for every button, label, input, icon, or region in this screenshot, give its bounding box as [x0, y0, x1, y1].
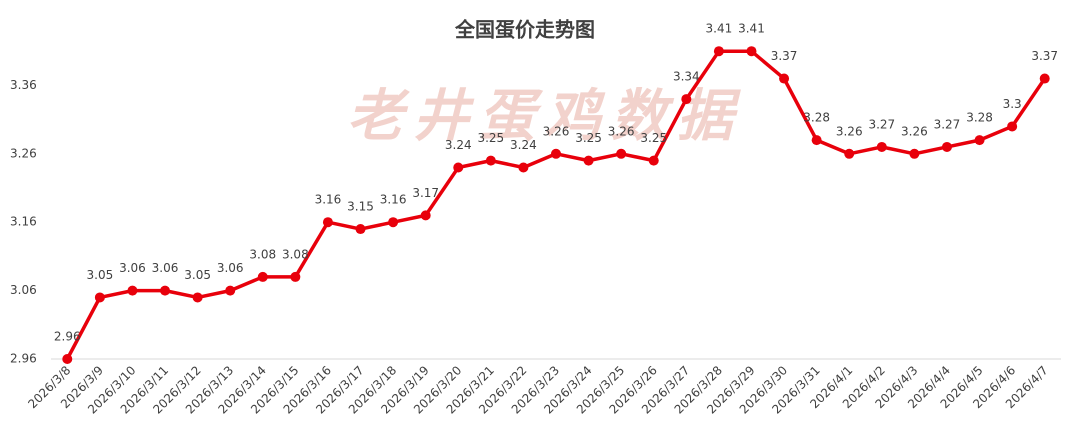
value-label: 3.3 — [1003, 97, 1022, 111]
value-label: 3.05 — [184, 268, 211, 282]
marker — [779, 73, 790, 84]
marker — [746, 46, 757, 57]
value-label: 3.15 — [347, 200, 374, 214]
marker — [388, 217, 399, 228]
marker — [94, 292, 105, 303]
marker — [648, 155, 659, 166]
marker — [257, 271, 268, 282]
marker — [844, 148, 855, 159]
value-label: 3.05 — [87, 268, 114, 282]
value-label: 3.25 — [575, 131, 602, 145]
marker — [681, 94, 692, 105]
value-label: 3.24 — [510, 138, 537, 152]
watermark: 老井蛋鸡数据 — [347, 83, 743, 149]
value-label: 2.96 — [54, 330, 81, 344]
marker — [485, 155, 496, 166]
marker — [909, 148, 920, 159]
marker — [551, 148, 561, 159]
value-label: 3.25 — [640, 131, 667, 145]
value-label: 3.26 — [543, 124, 570, 138]
value-label: 3.28 — [803, 111, 830, 125]
value-label: 3.24 — [445, 138, 472, 152]
marker — [876, 141, 887, 152]
value-label: 3.06 — [119, 261, 146, 275]
value-label: 3.41 — [706, 22, 733, 36]
value-label: 3.26 — [901, 124, 928, 138]
value-label: 3.27 — [934, 117, 961, 131]
value-label: 3.34 — [673, 70, 700, 84]
value-label: 3.17 — [412, 186, 439, 200]
value-label: 3.41 — [738, 22, 765, 36]
value-label: 3.08 — [282, 247, 309, 261]
value-label: 3.26 — [608, 124, 635, 138]
y-tick-label: 3.26 — [10, 146, 37, 160]
value-label: 3.16 — [315, 193, 342, 207]
marker — [974, 135, 985, 146]
value-label: 3.08 — [249, 247, 276, 261]
value-label: 3.26 — [836, 124, 863, 138]
marker — [583, 155, 594, 166]
marker — [160, 285, 171, 296]
marker — [225, 285, 236, 296]
marker — [941, 141, 952, 152]
marker — [1007, 121, 1018, 132]
marker — [290, 271, 301, 282]
marker — [127, 285, 138, 296]
y-tick-label: 3.36 — [10, 78, 37, 92]
value-label: 3.37 — [771, 49, 798, 63]
y-tick-label: 2.96 — [10, 352, 37, 366]
value-label: 3.16 — [380, 193, 407, 207]
value-label: 3.28 — [966, 111, 993, 125]
y-tick-label: 3.06 — [10, 283, 37, 297]
marker — [420, 210, 431, 221]
chart-title: 全国蛋价走势图 — [454, 18, 595, 42]
marker — [192, 292, 203, 303]
y-tick-label: 3.16 — [10, 215, 37, 229]
marker — [62, 354, 73, 364]
marker — [713, 46, 724, 57]
value-label: 3.25 — [477, 131, 504, 145]
value-label: 3.06 — [217, 261, 244, 275]
marker — [811, 135, 822, 146]
value-label: 3.37 — [1031, 49, 1058, 63]
marker — [453, 162, 464, 173]
marker — [1039, 73, 1050, 84]
value-label: 3.27 — [868, 117, 895, 131]
value-label: 3.06 — [152, 261, 179, 275]
marker — [518, 162, 529, 173]
marker — [355, 224, 366, 235]
marker — [616, 148, 627, 159]
marker — [322, 217, 333, 228]
